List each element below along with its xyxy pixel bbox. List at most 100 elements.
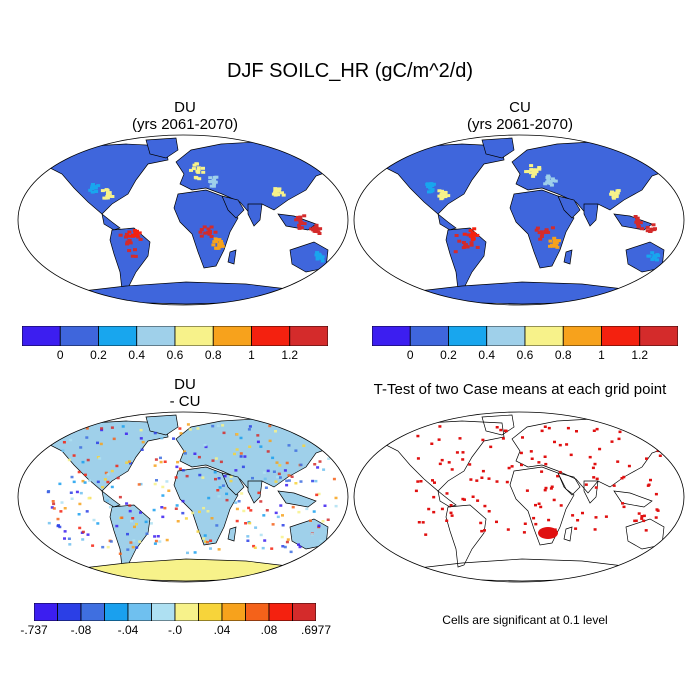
panel-du-title-line1: DU — [174, 99, 196, 116]
land-australia — [625, 518, 665, 550]
panel-ttest-title: T-Test of two Case means at each grid po… — [350, 381, 690, 398]
colorbar-tick-label: -.0 — [167, 623, 183, 637]
colorbar-swatch — [639, 326, 678, 346]
land-greenland — [145, 414, 179, 436]
colorbar-tick-label: 0.6 — [516, 348, 534, 362]
colorbar-swatch — [198, 603, 223, 621]
colorbar-swatch — [127, 603, 152, 621]
colorbar-du — [22, 326, 328, 346]
land-seasia — [277, 213, 317, 231]
colorbar-tick-label: .08 — [260, 623, 278, 637]
colorbar-swatch — [80, 603, 105, 621]
colorbar-tick-label: 0 — [406, 348, 414, 362]
land-antarctica — [401, 281, 653, 305]
colorbar-swatch — [136, 326, 176, 346]
land-antarctica — [65, 558, 317, 582]
colorbar-swatch — [22, 326, 61, 346]
land-india — [247, 480, 263, 504]
land-antarctica — [65, 281, 317, 305]
colorbar-tick-label: .6977 — [300, 623, 332, 637]
colorbar-swatch — [221, 603, 246, 621]
colorbar-diff-labels: -.737 -.08 -.04 -.0 .04 .08 .6977 — [20, 623, 331, 639]
land-seasia — [277, 490, 317, 508]
colorbar-swatch — [212, 326, 252, 346]
colorbar-swatch — [268, 603, 293, 621]
colorbar-tick-label: 1 — [598, 348, 605, 362]
colorbar-swatch — [174, 326, 214, 346]
colorbar-tick-label: 0.8 — [554, 348, 572, 362]
panel-ttest-title-line1: T-Test of two Case means at each grid po… — [373, 381, 667, 398]
colorbar-cu — [372, 326, 678, 346]
land-arabia — [221, 472, 245, 496]
colorbar-tick-label: 0.6 — [166, 348, 184, 362]
land-ca — [437, 213, 457, 231]
colorbar-swatch — [104, 603, 129, 621]
colorbar-tick-label: 0.2 — [440, 348, 457, 362]
panel-du-title-line2: (yrs 2061-2070) — [132, 116, 238, 133]
land-arabia — [557, 195, 581, 219]
land-greenland — [481, 414, 515, 436]
land-greenland — [481, 137, 515, 159]
colorbar-swatch — [59, 326, 99, 346]
land-arabia — [221, 195, 245, 219]
colorbar-diff — [34, 603, 316, 621]
panel-cu-title-line1: CU — [509, 99, 531, 116]
colorbar-swatch — [292, 603, 316, 621]
land-australia — [289, 518, 329, 550]
colorbar-du-labels: 0 0.2 0.4 0.6 0.8 1 1.2 — [22, 348, 328, 364]
colorbar-swatch — [289, 326, 328, 346]
colorbar-swatch — [601, 326, 641, 346]
land-ca — [437, 490, 457, 508]
map-du — [17, 134, 349, 306]
colorbar-tick-label: 0.2 — [90, 348, 107, 362]
land-na — [49, 420, 169, 492]
land-seasia — [613, 490, 653, 508]
map-cu — [353, 134, 685, 306]
colorbar-tick-label: 0.4 — [128, 348, 146, 362]
colorbar-swatch — [57, 603, 82, 621]
colorbar-swatch — [251, 326, 291, 346]
panel-cu-title: CU (yrs 2061-2070) — [350, 99, 690, 133]
map-ttest — [353, 411, 685, 583]
colorbar-tick-label: -.737 — [20, 623, 48, 637]
land-india — [247, 203, 263, 227]
colorbar-swatch — [151, 603, 176, 621]
colorbar-swatch — [486, 326, 526, 346]
panel-diff-title-line2: - CU — [169, 393, 201, 410]
ttest-note: Cells are significant at 0.1 level — [442, 613, 608, 627]
colorbar-swatch — [524, 326, 564, 346]
land-greenland — [145, 137, 179, 159]
land-sa — [445, 227, 487, 291]
colorbar-swatch — [98, 326, 138, 346]
land-na — [49, 143, 169, 215]
colorbar-swatch — [448, 326, 488, 346]
land-na — [385, 420, 505, 492]
colorbar-swatch — [174, 603, 199, 621]
colorbar-swatch — [34, 603, 58, 621]
colorbar-tick-label: 1 — [248, 348, 255, 362]
land-antarctica — [401, 558, 653, 582]
colorbar-tick-label: 1.2 — [631, 348, 649, 362]
land-madagascar — [563, 526, 573, 542]
colorbar-swatch — [372, 326, 411, 346]
land-india — [583, 203, 599, 227]
colorbar-tick-label: 0.4 — [478, 348, 496, 362]
land-madagascar — [227, 249, 237, 265]
colorbar-tick-label: 0.8 — [204, 348, 222, 362]
colorbar-tick-label: -.08 — [70, 623, 92, 637]
panel-cu-title-line2: (yrs 2061-2070) — [467, 116, 573, 133]
land-sa — [445, 504, 487, 568]
figure-title: DJF SOILC_HR (gC/m^2/d) — [226, 60, 474, 82]
land-madagascar — [227, 526, 237, 542]
colorbar-swatch — [409, 326, 449, 346]
land-india — [583, 480, 599, 504]
land-sa — [109, 504, 151, 568]
land-madagascar — [563, 249, 573, 265]
colorbar-cu-labels: 0 0.2 0.4 0.6 0.8 1 1.2 — [372, 348, 678, 364]
panel-diff-title: DU - CU — [20, 376, 350, 410]
colorbar-tick-label: 0 — [56, 348, 64, 362]
colorbar-swatch — [245, 603, 270, 621]
land-ca — [101, 490, 121, 508]
colorbar-tick-label: .04 — [213, 623, 231, 637]
map-diff — [17, 411, 349, 583]
